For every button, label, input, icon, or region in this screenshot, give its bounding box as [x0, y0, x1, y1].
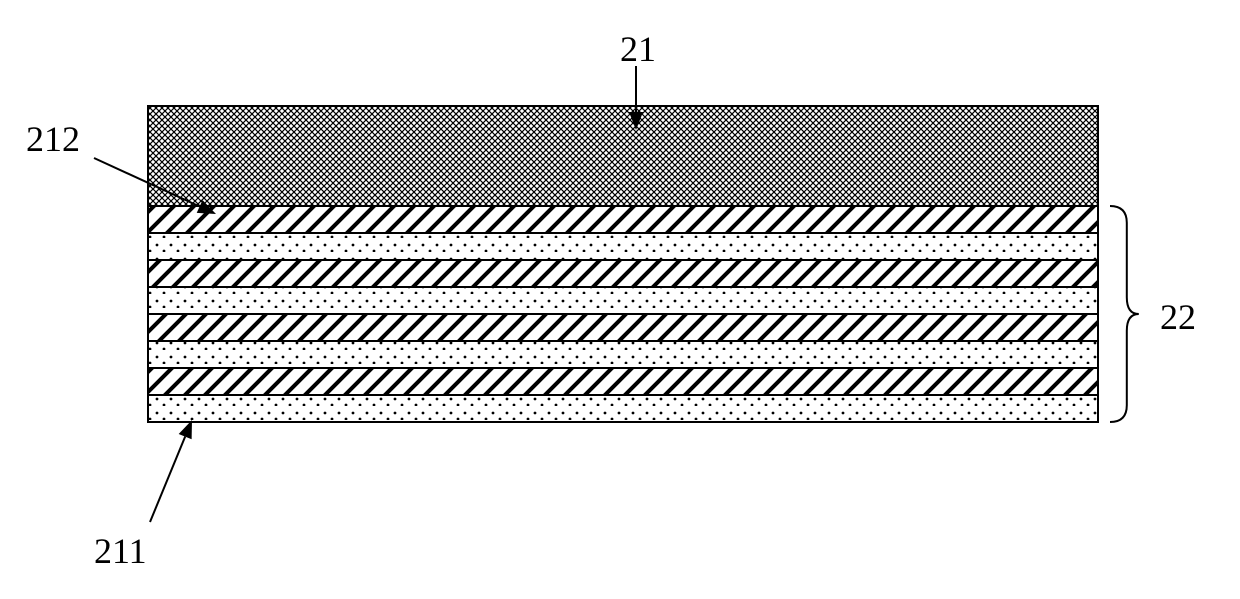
label-21: 21	[620, 28, 656, 70]
label-211: 211	[94, 530, 147, 572]
label-212: 212	[26, 118, 80, 160]
figure-canvas: 21 212 22 211	[0, 0, 1240, 599]
label-22: 22	[1160, 296, 1196, 338]
diagram-svg	[0, 0, 1240, 599]
